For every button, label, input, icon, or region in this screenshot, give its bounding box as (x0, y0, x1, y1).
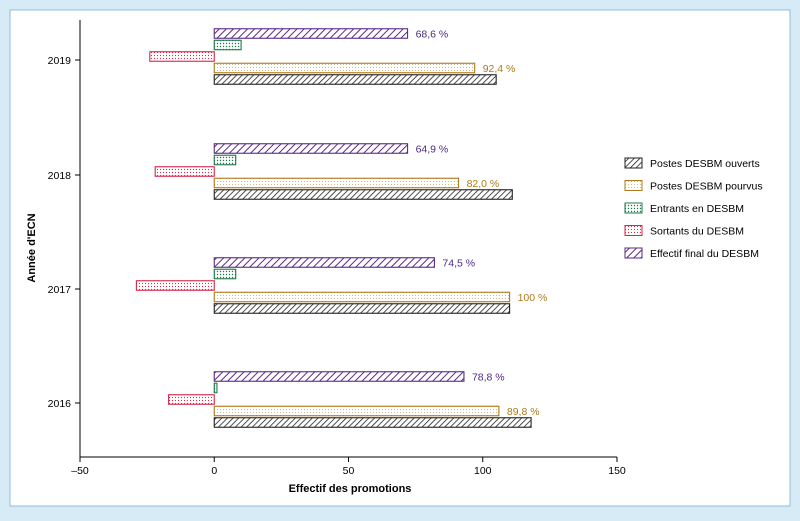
y-tick-label: 2017 (48, 284, 72, 296)
bar-entr (213, 154, 237, 166)
x-tick-label: –50 (71, 465, 89, 477)
bar-sort (154, 166, 215, 177)
legend-swatch-sort (624, 225, 643, 236)
legend-swatch-pourvu (624, 180, 643, 191)
x-tick-label: 0 (211, 465, 217, 477)
data-label-pourvu: 92,4 % (483, 63, 516, 75)
y-tick-label: 2016 (48, 398, 72, 410)
bar-final (213, 257, 435, 268)
bar-final (213, 28, 409, 39)
x-tick-label: 50 (343, 465, 355, 477)
bar-pourvu (213, 62, 476, 74)
x-tick-label: 100 (474, 465, 492, 477)
data-label-final: 74,5 % (442, 257, 475, 269)
legend-label-sort: Sortants du DESBM (650, 226, 744, 238)
data-label-final: 64,9 % (416, 143, 449, 155)
bar-pourvu (213, 405, 500, 417)
bar-ouvert (213, 189, 513, 200)
bar-sort (149, 51, 215, 62)
bar-entr (213, 382, 218, 394)
y-tick-label: 2018 (48, 170, 72, 182)
bar-ouvert (213, 303, 511, 314)
bar-ouvert (213, 417, 532, 428)
legend-label-final: Effectif final du DESBM (650, 248, 759, 260)
legend-label-entr: Entrants en DESBM (650, 203, 744, 215)
data-label-pourvu: 82,0 % (467, 178, 500, 190)
bar-ouvert (213, 74, 497, 85)
y-tick-label: 2019 (48, 55, 72, 67)
legend-swatch-ouvert (624, 157, 643, 169)
bar-entr (213, 39, 242, 51)
x-tick-label: 150 (608, 465, 626, 477)
legend-label-ouvert: Postes DESBM ouverts (650, 158, 760, 170)
bar-entr (213, 268, 237, 280)
bar-final (213, 143, 409, 154)
legend-swatch-entr (624, 202, 643, 214)
legend-label-pourvu: Postes DESBM pourvus (650, 181, 763, 193)
legend-swatch-final (624, 247, 643, 259)
data-label-final: 78,8 % (472, 371, 505, 383)
bar-pourvu (213, 177, 460, 189)
x-axis-title: Effectif des promotions (289, 483, 412, 495)
bar-sort (135, 280, 215, 291)
data-label-pourvu: 89,8 % (507, 406, 540, 418)
bar-sort (168, 394, 215, 405)
plot-area: –50 0 50 100 150 2019 68,6 % 92,4 % 2018 64,9 % 82… (48, 20, 626, 477)
data-label-pourvu: 100 % (518, 292, 548, 304)
bar-pourvu (213, 291, 511, 303)
legend: Postes DESBM ouverts Postes DESBM pourvus… (624, 157, 763, 260)
y-axis-title: Année d'ECN (26, 213, 38, 282)
bar-final (213, 371, 465, 382)
data-label-final: 68,6 % (416, 28, 449, 40)
